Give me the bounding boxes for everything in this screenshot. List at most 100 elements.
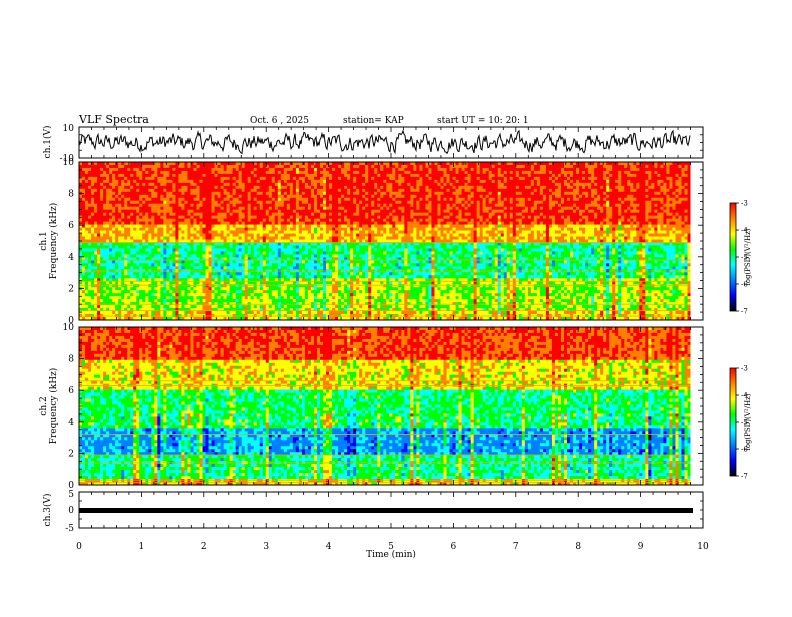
spectrogram-cell	[79, 219, 82, 222]
spectrogram-cell	[362, 213, 365, 216]
spectrogram-cell	[112, 201, 115, 204]
spectrogram-cell	[350, 171, 353, 174]
spectrogram-cell	[236, 228, 239, 231]
spectrogram-cell	[618, 225, 621, 228]
spectrogram-cell	[163, 231, 166, 234]
spectrogram-cell	[564, 192, 567, 195]
spectrogram-cell	[350, 192, 353, 195]
spectrogram-cell	[422, 189, 425, 192]
spectrogram-cell	[597, 162, 600, 165]
spectrogram-cell	[507, 189, 510, 192]
spectrogram-cell	[142, 168, 145, 171]
spectrogram-cell	[160, 207, 163, 210]
spectrogram-cell	[606, 210, 609, 213]
spectrogram-cell	[645, 165, 648, 168]
spectrogram-cell	[585, 207, 588, 210]
spectrogram-cell	[341, 177, 344, 180]
spectrogram-cell	[317, 210, 320, 213]
spectrogram-cell	[522, 180, 525, 183]
spectrogram-cell	[130, 183, 133, 186]
spectrogram-cell	[489, 171, 492, 174]
spectrogram-cell	[627, 231, 630, 234]
spectrogram-cell	[100, 180, 103, 183]
spectrogram-cell	[516, 228, 519, 231]
spectrogram-cell	[151, 183, 154, 186]
spectrogram-cell	[118, 186, 121, 189]
spectrogram-cell	[624, 225, 627, 228]
spectrogram-cell	[588, 189, 591, 192]
spectrogram-cell	[284, 201, 287, 204]
spectrogram-cell	[178, 186, 181, 189]
spectrogram-cell	[206, 168, 209, 171]
spectrogram-cell	[296, 225, 299, 228]
spectrogram-cell	[121, 162, 124, 165]
spectrogram-cell	[597, 177, 600, 180]
spectrogram-cell	[570, 162, 573, 165]
spectrogram-cell	[209, 186, 212, 189]
spectrogram-cell	[570, 219, 573, 222]
spectrogram-cell	[236, 207, 239, 210]
spectrogram-cell	[130, 189, 133, 192]
spectrogram-cell	[196, 231, 199, 234]
spectrogram-cell	[133, 177, 136, 180]
spectrogram-cell	[453, 195, 456, 198]
spectrogram-cell	[239, 222, 242, 225]
spectrogram-cell	[290, 189, 293, 192]
spectrogram-cell	[157, 228, 160, 231]
spectrogram-cell	[389, 201, 392, 204]
spectrogram-cell	[404, 216, 407, 219]
spectrogram-cell	[356, 216, 359, 219]
spectrogram-cell	[540, 189, 543, 192]
spectrogram-cell	[329, 171, 332, 174]
spectrogram-cell	[573, 180, 576, 183]
spectrogram-cell	[190, 219, 193, 222]
spectrogram-cell	[118, 210, 121, 213]
spectrogram-cell	[392, 195, 395, 198]
spectrogram-cell	[516, 225, 519, 228]
spectrogram-cell	[594, 192, 597, 195]
spectrogram-cell	[233, 231, 236, 234]
spectrogram-cell	[612, 228, 615, 231]
spectrogram-cell	[546, 186, 549, 189]
spectrogram-cell	[91, 189, 94, 192]
spectrogram-cell	[678, 189, 681, 192]
spectrogram-cell	[603, 213, 606, 216]
spectrogram-cell	[471, 225, 474, 228]
spectrogram-cell	[471, 177, 474, 180]
spectrogram-cell	[549, 204, 552, 207]
spectrogram-cell	[428, 171, 431, 174]
spectrogram-cell	[591, 213, 594, 216]
spectrogram-cell	[474, 162, 477, 165]
spectrogram-cell	[528, 186, 531, 189]
spectrogram-cell	[663, 231, 666, 234]
spectrogram-cell	[645, 183, 648, 186]
spectrogram-cell	[685, 201, 688, 204]
spectrogram-cell	[212, 201, 215, 204]
spectrogram-cell	[239, 228, 242, 231]
spectrogram-cell	[685, 216, 688, 219]
spectrogram-cell	[425, 204, 428, 207]
spectrogram-cell	[365, 198, 368, 201]
spectrogram-cell	[525, 180, 528, 183]
spectrogram-cell	[154, 228, 157, 231]
spectrogram-cell	[100, 177, 103, 180]
spectrogram-cell	[230, 192, 233, 195]
spectrogram-cell	[323, 198, 326, 201]
spectrogram-cell	[356, 180, 359, 183]
spectrogram-cell	[112, 174, 115, 177]
spectrogram-cell	[230, 177, 233, 180]
spectrogram-cell	[654, 207, 657, 210]
spectrogram-cell	[615, 225, 618, 228]
spectrogram-cell	[148, 210, 151, 213]
spectrogram-cell	[486, 180, 489, 183]
spectrogram-cell	[600, 165, 603, 168]
spectrogram-cell	[558, 228, 561, 231]
spectrogram-cell	[392, 213, 395, 216]
spectrogram-cell	[609, 162, 612, 165]
spectrogram-cell	[573, 222, 576, 225]
spectrogram-cell	[437, 186, 440, 189]
spectrogram-cell	[190, 228, 193, 231]
spectrogram-cell	[386, 165, 389, 168]
spectrogram-cell	[181, 186, 184, 189]
spectrogram-cell	[112, 219, 115, 222]
